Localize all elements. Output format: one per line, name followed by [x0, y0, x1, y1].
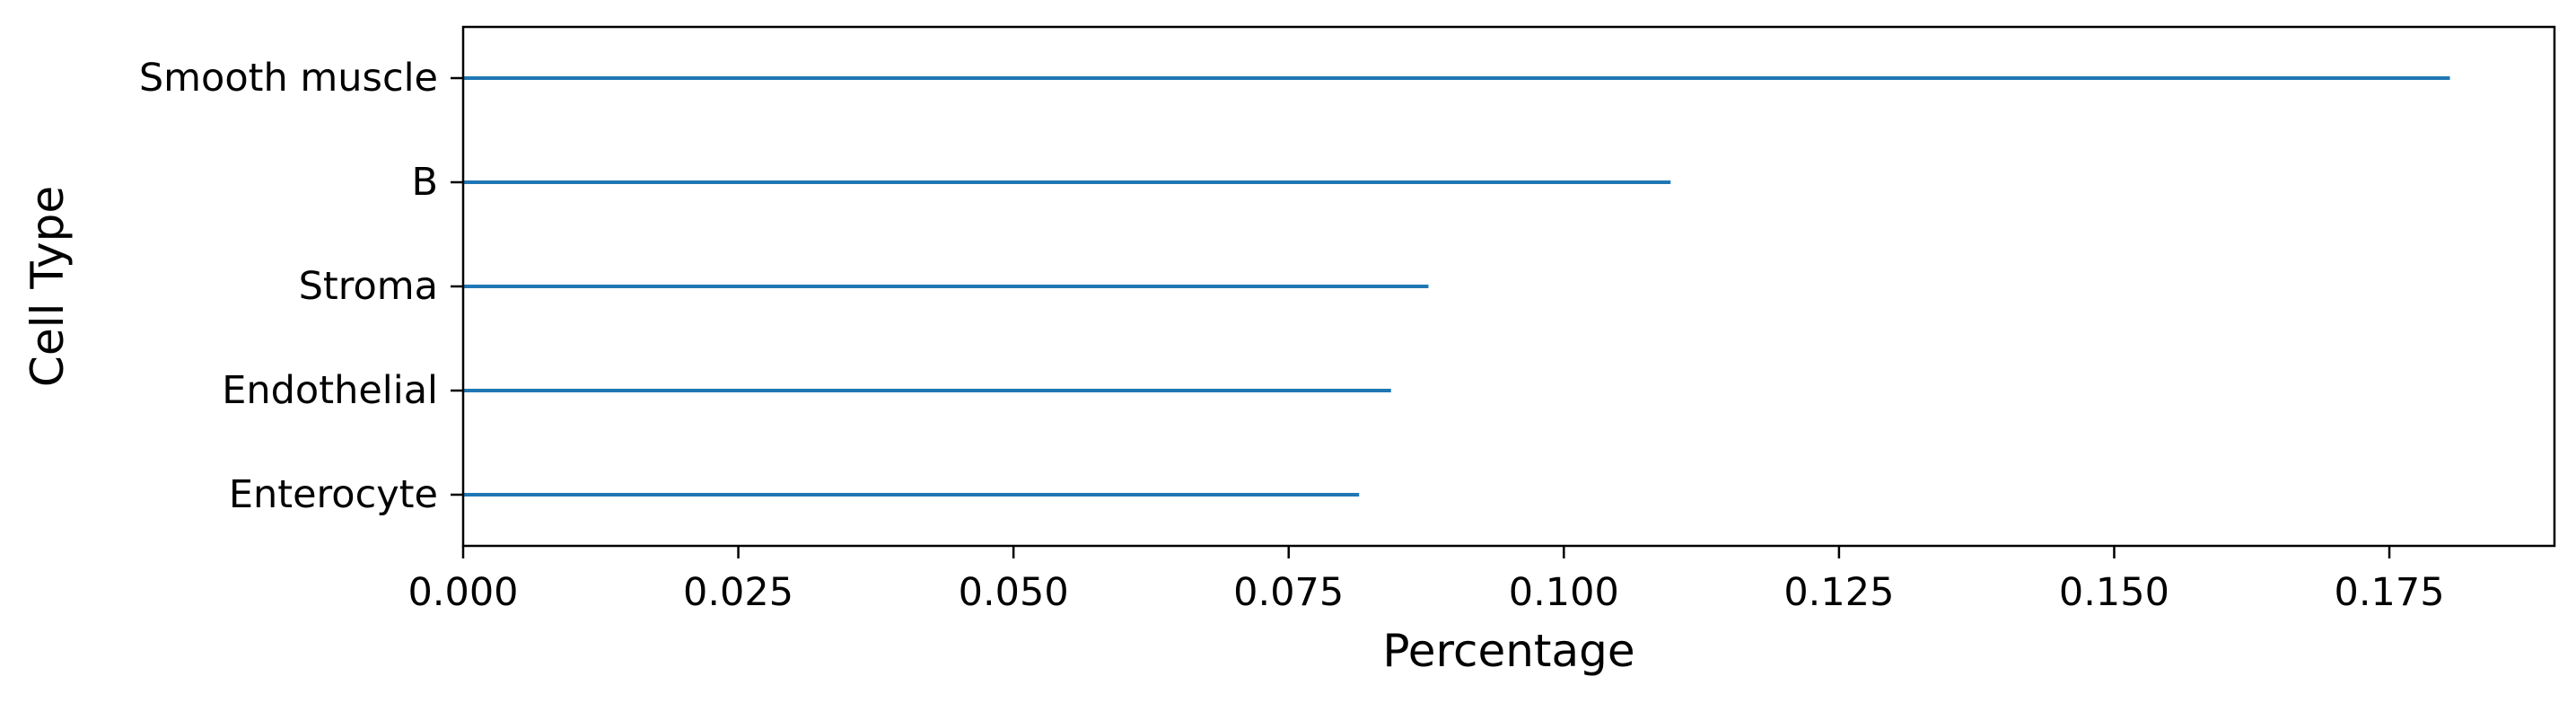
y-tick-label: Endothelial: [222, 368, 438, 413]
x-tick-label: 0.050: [959, 570, 1069, 615]
bar: [463, 285, 1429, 288]
bars-layer: [463, 76, 2450, 496]
x-axis: 0.000 0.025 0.050 0.075 0.100 0.125 0.150 0.175: [407, 546, 2445, 615]
x-axis-label: Percentage: [1382, 625, 1634, 677]
x-tick-label: 0.100: [1509, 570, 1619, 615]
x-tick-label: 0.075: [1233, 570, 1344, 615]
y-tick-label: Smooth muscle: [139, 56, 438, 101]
y-tick-label: Enterocyte: [229, 472, 438, 517]
y-axis-label: Cell Type: [22, 186, 74, 387]
bar: [463, 493, 1360, 496]
x-tick-label: 0.150: [2059, 570, 2169, 615]
bar: [463, 76, 2450, 80]
x-tick-label: 0.000: [407, 570, 518, 615]
x-tick-label: 0.175: [2334, 570, 2444, 615]
y-tick-label: B: [412, 160, 439, 205]
x-tick-label: 0.125: [1783, 570, 1894, 615]
y-axis: Smooth muscle B Stroma Endothelial Enterocyt…: [139, 56, 463, 517]
bar: [463, 389, 1391, 392]
bar: [463, 180, 1671, 184]
x-tick-label: 0.025: [683, 570, 793, 615]
y-tick-label: Stroma: [299, 264, 438, 309]
